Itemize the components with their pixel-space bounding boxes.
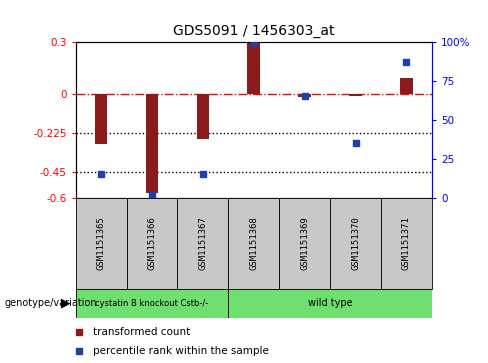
Title: GDS5091 / 1456303_at: GDS5091 / 1456303_at [173,24,334,38]
Bar [126,198,178,289]
Bar [247,42,260,94]
Text: percentile rank within the sample: percentile rank within the sample [94,346,269,356]
Text: GSM1151369: GSM1151369 [300,216,309,270]
Bar [197,94,209,139]
Bar [400,78,413,94]
Bar [349,94,362,95]
Text: GSM1151368: GSM1151368 [249,216,258,270]
Bar [330,198,381,289]
Bar [279,198,330,289]
Bar [228,289,432,318]
Text: GSM1151370: GSM1151370 [351,216,360,270]
Bar [381,198,432,289]
Text: genotype/variation: genotype/variation [5,298,98,308]
Text: cystatin B knockout Cstb-/-: cystatin B knockout Cstb-/- [95,299,208,307]
Bar [228,198,279,289]
Text: GSM1151367: GSM1151367 [198,216,207,270]
Bar [178,198,228,289]
Bar [95,94,107,144]
Text: GSM1151366: GSM1151366 [147,216,157,270]
Text: GSM1151371: GSM1151371 [402,216,411,270]
Bar [76,198,126,289]
Text: transformed count: transformed count [94,327,191,337]
Bar [145,94,158,193]
Bar [298,94,311,97]
Text: GSM1151365: GSM1151365 [97,216,105,270]
Text: wild type: wild type [308,298,352,308]
Bar [76,289,228,318]
Text: ▶: ▶ [61,297,71,310]
